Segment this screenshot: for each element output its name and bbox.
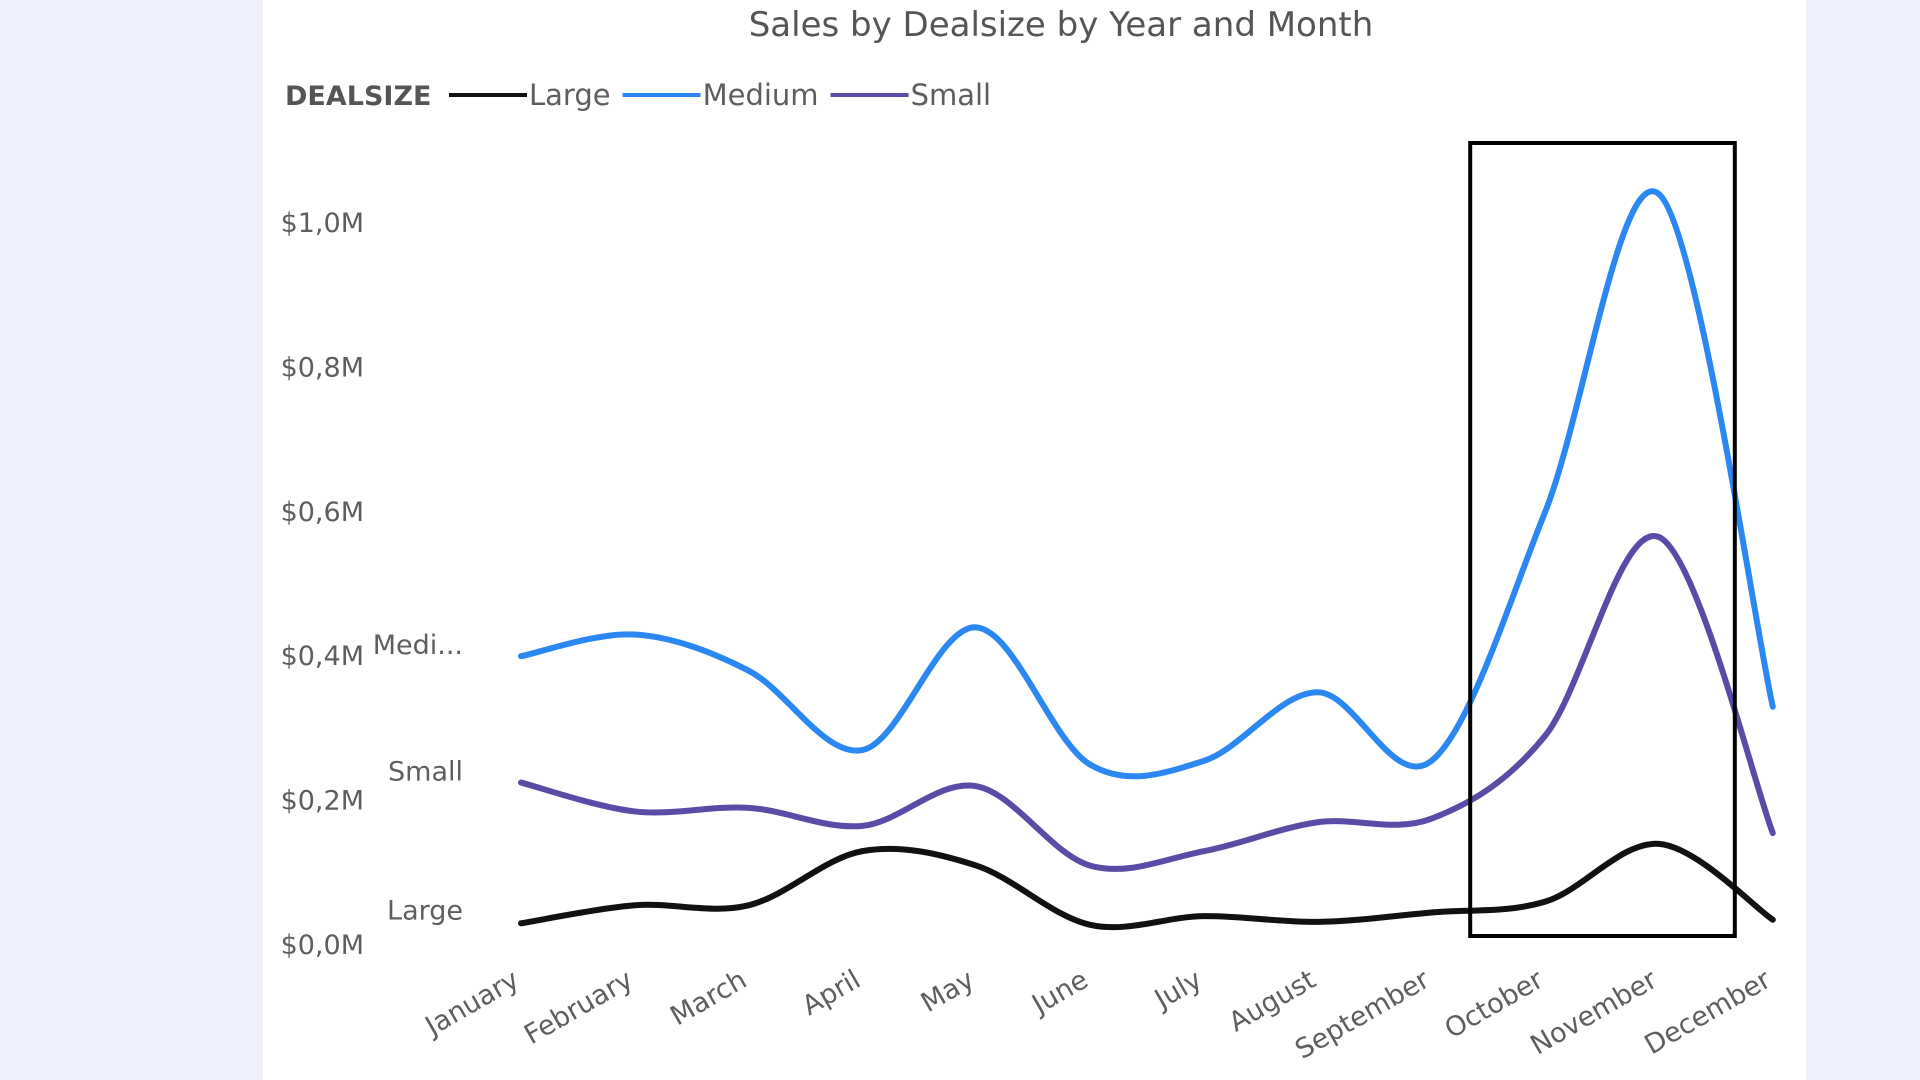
x-tick-label: June bbox=[1025, 964, 1093, 1021]
legend-label-medium: Medium bbox=[703, 78, 819, 112]
legend: Large Medium Small bbox=[449, 78, 991, 112]
chart-svg: Sales by Dealsize by Year and Month DEAL… bbox=[281, 5, 1777, 1066]
y-tick-label: $0,6M bbox=[281, 497, 364, 528]
legend-title: DEALSIZE bbox=[285, 81, 431, 112]
annotation-layer bbox=[1468, 141, 1737, 938]
series-end-label-small: Small bbox=[388, 757, 463, 788]
chart-title: Sales by Dealsize by Year and Month bbox=[749, 5, 1374, 45]
series-line-medium[interactable] bbox=[518, 188, 1776, 780]
x-tick-label: January bbox=[419, 964, 525, 1043]
x-tick-label: February bbox=[519, 964, 638, 1051]
series-end-label-large: Large bbox=[387, 895, 463, 926]
y-tick-label: $0,0M bbox=[281, 930, 364, 961]
x-tick-label: August bbox=[1224, 964, 1321, 1038]
series-line-small[interactable] bbox=[518, 533, 1776, 872]
series-line-large[interactable] bbox=[518, 840, 1776, 931]
chart-panel: Sales by Dealsize by Year and Month DEAL… bbox=[263, 0, 1806, 1080]
y-axis: $0,0M $0,2M $0,4M $0,6M $0,8M $1,0M bbox=[281, 208, 364, 961]
series-layer bbox=[518, 188, 1776, 931]
series-end-label-medium: Medi... bbox=[373, 630, 463, 661]
y-tick-label: $0,4M bbox=[281, 641, 364, 672]
highlight-box bbox=[1468, 141, 1737, 938]
y-tick-label: $1,0M bbox=[281, 208, 364, 239]
x-tick-label: March bbox=[665, 964, 752, 1032]
x-tick-label: May bbox=[916, 964, 980, 1019]
legend-label-large: Large bbox=[529, 78, 611, 112]
x-tick-label: November bbox=[1525, 964, 1663, 1062]
x-tick-label: December bbox=[1640, 964, 1778, 1061]
x-tick-label: April bbox=[797, 964, 866, 1022]
legend-label-small: Small bbox=[911, 78, 992, 112]
y-tick-label: $0,2M bbox=[281, 786, 364, 817]
series-end-labels: Large Medi... Small bbox=[373, 630, 463, 926]
y-tick-label: $0,8M bbox=[281, 352, 364, 383]
x-tick-label: July bbox=[1148, 964, 1207, 1016]
